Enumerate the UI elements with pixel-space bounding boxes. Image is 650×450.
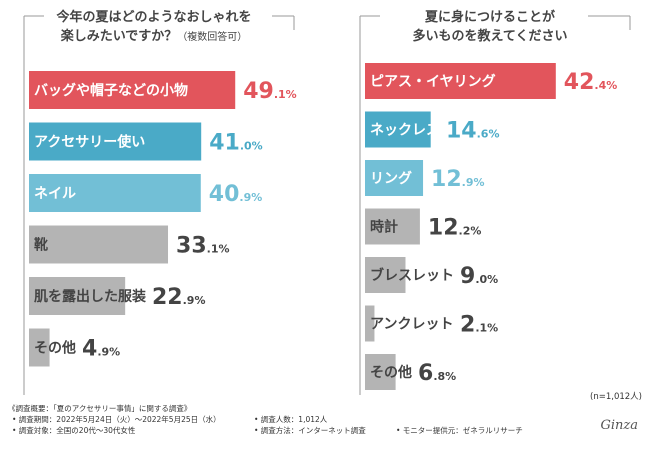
- right-value-integer: 2: [460, 313, 475, 338]
- right-value-decimal: .8%: [433, 370, 456, 383]
- left-bar-chart: バッグや帽子などの小物 49.1%アクセサリー使い 41.0%ネイル 40.9%靴 33…: [23, 15, 297, 395]
- right-bar-group: リング 12.9%: [365, 160, 485, 196]
- right-bar: [365, 354, 396, 390]
- right-value-decimal: .2%: [459, 225, 482, 238]
- left-bar: [29, 225, 169, 264]
- left-bar-group: バッグや帽子などの小物 49.1%: [29, 71, 297, 109]
- right-value-decimal: .4%: [594, 79, 617, 92]
- left-value-decimal: .9%: [239, 191, 262, 204]
- right-bar-group: ネックレス 14.6%: [365, 111, 499, 148]
- right-category-label: リング: [370, 170, 412, 187]
- right-bar-group: 時計 12.2%: [365, 208, 481, 245]
- left-chart-title: 今年の夏はどのようなおしゃれを 楽しみたいですか？（複数回答可）: [4, 8, 304, 47]
- right-bar: [365, 160, 424, 196]
- right-value-label: 12.9%: [431, 167, 484, 192]
- right-bar-chart: ピアス・イヤリング 42.4%ネックレス 14.6%リング 12.9%時計 12.2%ブ…: [359, 15, 631, 395]
- right-bar-group: ピアス・イヤリング 42.4%: [365, 63, 617, 99]
- left-value-label: 4.9%: [82, 337, 120, 362]
- sample-size-note: (n=1,012人): [590, 392, 642, 402]
- left-category-label: ネイル: [34, 186, 76, 202]
- left-value-integer: 49: [243, 79, 274, 104]
- right-value-integer: 12: [428, 216, 459, 241]
- left-value-decimal: .9%: [97, 346, 120, 359]
- right-category-label: ネックレス: [370, 123, 440, 139]
- left-bar-group: その他 4.9%: [29, 328, 120, 367]
- left-bar-group: アクセサリー使い 41.0%: [29, 122, 263, 161]
- left-bar-group: ネイル 40.9%: [29, 174, 262, 212]
- right-bar: [365, 208, 420, 245]
- right-value-decimal: .0%: [475, 273, 498, 286]
- footer-method: • 調査方法：インターネット調査: [254, 426, 366, 435]
- right-value-integer: 6: [418, 361, 433, 386]
- left-value-label: 41.0%: [209, 131, 262, 156]
- left-category-label: 肌を露出した服装: [34, 288, 147, 305]
- right-bar-group: その他 6.8%: [365, 354, 456, 390]
- left-value-integer: 33: [176, 234, 207, 259]
- right-value-label: 14.6%: [446, 119, 499, 144]
- right-bar: [365, 63, 556, 99]
- left-chart-panel: 今年の夏はどのようなおしゃれを 楽しみたいですか？（複数回答可） バッグや帽子な…: [4, 0, 304, 400]
- right-bar-group: ブレスレット 9.0%: [365, 257, 498, 293]
- left-category-label: バッグや帽子などの小物: [34, 82, 188, 99]
- left-value-integer: 22: [152, 285, 183, 310]
- right-category-label: ピアス・イヤリング: [370, 73, 496, 90]
- footer-provider: • モニター提供元：ゼネラルリサーチ: [396, 426, 523, 435]
- left-title-line-1: 今年の夏はどのようなおしゃれを: [56, 10, 252, 25]
- left-value-label: 40.9%: [209, 182, 262, 207]
- left-value-label: 49.1%: [243, 79, 296, 104]
- left-value-integer: 40: [209, 182, 240, 207]
- right-value-label: 6.8%: [418, 361, 456, 386]
- footer-overview: 《調査概要：「夏のアクセサリー事情」に関する調査》: [8, 404, 192, 413]
- right-chart-title: 夏に身につけることが 多いものを教えてください: [340, 8, 640, 46]
- right-value-decimal: .9%: [462, 176, 485, 189]
- right-value-label: 9.0%: [460, 264, 498, 289]
- left-value-decimal: .9%: [183, 294, 206, 307]
- left-value-decimal: .0%: [240, 140, 263, 153]
- right-value-label: 12.2%: [428, 216, 481, 241]
- left-bar: [29, 122, 202, 161]
- right-value-label: 2.1%: [460, 313, 498, 338]
- footer-period: • 調査期間：2022年5月24日（火）〜2022年5月25日（水）: [12, 415, 221, 424]
- left-title-line-2: 楽しみたいですか？（複数回答可）: [4, 27, 304, 47]
- right-value-integer: 42: [564, 70, 595, 95]
- left-value-label: 22.9%: [152, 285, 205, 310]
- brand-logo: Ginza: [600, 418, 638, 433]
- right-value-label: 42.4%: [564, 70, 617, 95]
- right-category-label: その他: [370, 364, 412, 381]
- left-category-label: その他: [34, 340, 76, 357]
- left-bar: [29, 328, 50, 367]
- left-category-label: アクセサリー使い: [34, 134, 145, 151]
- right-bar: [365, 111, 431, 148]
- left-value-decimal: .1%: [207, 243, 230, 256]
- left-bar: [29, 71, 236, 109]
- right-category-label: ブレスレット: [370, 267, 454, 284]
- right-chart-panel: 夏に身につけることが 多いものを教えてください ピアス・イヤリング 42.4% ネッ…: [340, 0, 640, 400]
- left-title-note: （複数回答可）: [177, 32, 248, 43]
- right-bar: [365, 257, 406, 293]
- right-value-integer: 9: [460, 264, 475, 289]
- left-value-integer: 41: [209, 131, 240, 156]
- left-title-line-2-text: 楽しみたいですか？: [60, 29, 178, 44]
- right-title-line-2: 多いものを教えてください: [412, 29, 568, 44]
- left-bar-group: 肌を露出した服装 22.9%: [29, 277, 205, 315]
- right-value-integer: 12: [431, 167, 462, 192]
- left-bar-group: 靴 33.1%: [29, 225, 230, 264]
- left-bar: [29, 277, 126, 315]
- right-category-label: 時計: [370, 219, 398, 236]
- right-value-decimal: .1%: [475, 322, 498, 335]
- left-value-integer: 4: [82, 337, 97, 362]
- right-category-label: アンクレット: [370, 317, 453, 333]
- footer-target: • 調査対象：全国の20代〜30代女性: [12, 426, 136, 435]
- left-value-label: 33.1%: [176, 234, 229, 259]
- right-value-decimal: .6%: [477, 128, 500, 141]
- left-category-label: 靴: [34, 237, 48, 254]
- footer-count: • 調査人数：1,012人: [254, 415, 328, 424]
- left-bar: [29, 174, 201, 212]
- right-value-integer: 14: [446, 119, 477, 144]
- left-value-decimal: .1%: [274, 88, 297, 101]
- right-bar: [365, 305, 375, 342]
- right-bar-group: アンクレット 2.1%: [365, 305, 498, 342]
- right-title-line-1: 夏に身につけることが: [424, 10, 555, 25]
